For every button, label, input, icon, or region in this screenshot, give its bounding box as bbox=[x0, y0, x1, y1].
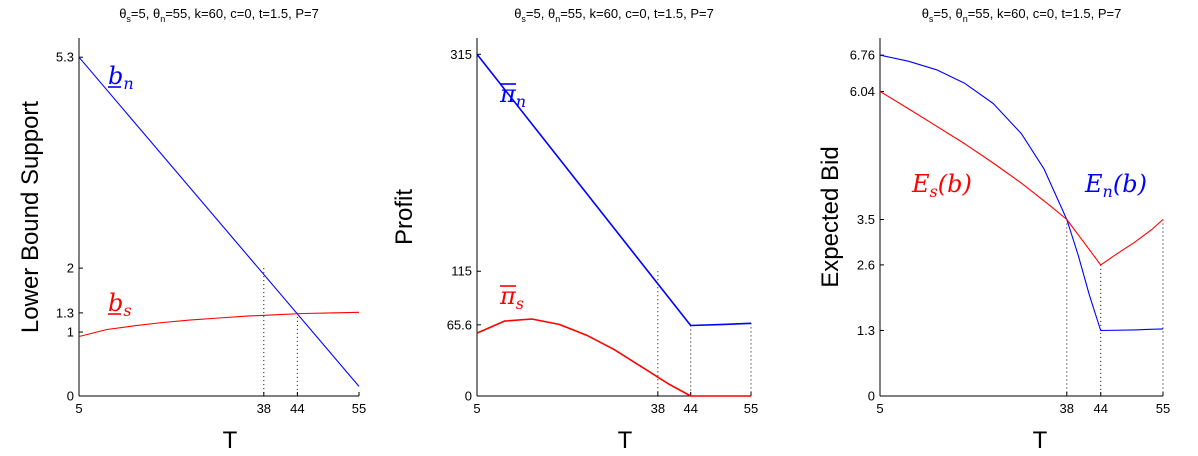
y-tick-label: 1.3 bbox=[857, 323, 875, 338]
series-label: Es(b) bbox=[911, 170, 972, 201]
series-label: bn bbox=[108, 62, 134, 93]
series-line-e-s bbox=[879, 90, 1164, 266]
x-tick-label: 44 bbox=[683, 401, 697, 416]
svg-text:Es(b): Es(b) bbox=[911, 170, 972, 201]
chart-1: θs=5, θn=55, k=60, c=0, t=1.5, P=7 5 38 44 5… bbox=[17, 6, 366, 454]
series-label: πn bbox=[499, 80, 526, 111]
x-tick-label: 38 bbox=[1060, 401, 1074, 416]
y-tick-label: 2 bbox=[67, 261, 74, 276]
x-tick-label: 44 bbox=[1094, 401, 1108, 416]
chart-title: θs=5, θn=55, k=60, c=0, t=1.5, P=7 bbox=[922, 6, 1122, 24]
x-axis-label: T bbox=[618, 427, 633, 454]
chart-3: θs=5, θn=55, k=60, c=0, t=1.5, P=7 5 38 44 5… bbox=[817, 6, 1170, 454]
svg-text:πs: πs bbox=[499, 282, 524, 313]
y-axis-label: Profit bbox=[391, 189, 418, 245]
y-axis-label: Lower Bound Support bbox=[17, 101, 44, 333]
y-tick-label: 6.76 bbox=[850, 48, 875, 63]
series-line-b-n bbox=[78, 56, 360, 387]
chart-title: θs=5, θn=55, k=60, c=0, t=1.5, P=7 bbox=[514, 6, 714, 24]
x-tick-label: 5 bbox=[473, 401, 480, 416]
y-tick-label: 0 bbox=[868, 389, 875, 404]
y-tick-label: 3.5 bbox=[857, 212, 875, 227]
series-label: bs bbox=[108, 289, 132, 320]
y-tick-label: 0 bbox=[465, 389, 472, 404]
x-tick-label: 5 bbox=[876, 401, 883, 416]
y-tick-label: 0 bbox=[67, 389, 74, 404]
x-axis-label: T bbox=[223, 427, 238, 454]
x-tick-label: 5 bbox=[75, 401, 82, 416]
x-tick-label: 44 bbox=[290, 401, 304, 416]
x-tick-label: 55 bbox=[352, 401, 366, 416]
chart-2: θs=5, θn=55, k=60, c=0, t=1.5, P=7 5 38 44 5… bbox=[391, 6, 758, 454]
y-tick-label: 6.04 bbox=[850, 84, 875, 99]
x-tick-label: 38 bbox=[651, 401, 665, 416]
series-line-b-s bbox=[78, 311, 360, 338]
y-tick-label: 1 bbox=[67, 325, 74, 340]
series-label: En(b) bbox=[1084, 170, 1147, 201]
svg-text:En(b): En(b) bbox=[1084, 170, 1147, 201]
series-label: πs bbox=[499, 282, 524, 313]
svg-text:πn: πn bbox=[499, 80, 526, 111]
x-axis-label: T bbox=[1033, 427, 1048, 454]
svg-text:bn: bn bbox=[108, 62, 134, 93]
y-tick-label: 315 bbox=[450, 47, 472, 62]
chart-title: θs=5, θn=55, k=60, c=0, t=1.5, P=7 bbox=[119, 6, 319, 24]
series-line-pi-n bbox=[476, 53, 752, 327]
x-tick-label: 55 bbox=[744, 401, 758, 416]
y-tick-label: 1.3 bbox=[56, 305, 74, 320]
series-line-e-n bbox=[879, 54, 1164, 332]
y-axis-label: Expected Bid bbox=[817, 146, 844, 287]
x-tick-label: 55 bbox=[1156, 401, 1170, 416]
y-tick-label: 65.6 bbox=[447, 317, 472, 332]
y-tick-label: 2.6 bbox=[857, 257, 875, 272]
svg-text:bs: bs bbox=[108, 289, 132, 320]
x-tick-label: 38 bbox=[257, 401, 271, 416]
y-tick-label: 115 bbox=[451, 264, 472, 279]
y-tick-label: 5.3 bbox=[56, 50, 74, 65]
series-line-pi-s bbox=[476, 318, 751, 397]
